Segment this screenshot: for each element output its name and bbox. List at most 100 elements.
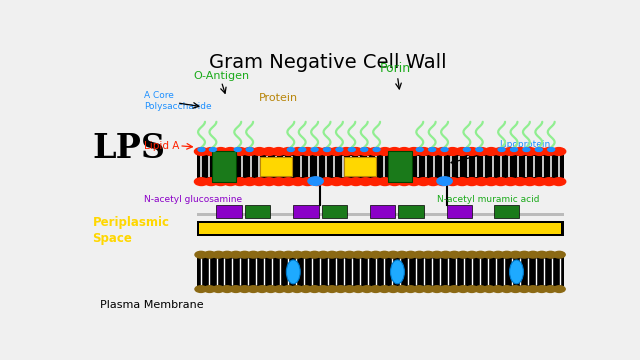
- Text: Lipoprotein: Lipoprotein: [499, 140, 550, 149]
- Circle shape: [339, 178, 353, 185]
- Circle shape: [396, 251, 408, 258]
- Circle shape: [440, 286, 452, 292]
- Circle shape: [256, 251, 268, 258]
- Bar: [196, 212, 564, 216]
- Circle shape: [287, 148, 294, 152]
- Circle shape: [422, 251, 434, 258]
- Circle shape: [378, 286, 390, 292]
- Circle shape: [378, 251, 390, 258]
- Circle shape: [542, 178, 556, 185]
- Circle shape: [483, 286, 495, 292]
- Circle shape: [274, 286, 285, 292]
- Bar: [260, 157, 292, 176]
- Circle shape: [378, 178, 392, 185]
- Circle shape: [548, 148, 555, 152]
- Circle shape: [368, 178, 382, 185]
- Circle shape: [397, 178, 411, 185]
- Circle shape: [484, 148, 498, 156]
- Circle shape: [449, 286, 460, 292]
- Circle shape: [373, 148, 380, 152]
- Bar: [370, 204, 396, 218]
- Circle shape: [330, 148, 344, 156]
- Circle shape: [494, 178, 508, 185]
- Circle shape: [545, 251, 556, 258]
- Circle shape: [308, 251, 321, 258]
- Circle shape: [475, 251, 486, 258]
- Circle shape: [407, 178, 421, 185]
- Circle shape: [536, 286, 548, 292]
- Circle shape: [465, 148, 479, 156]
- Circle shape: [299, 148, 306, 152]
- Circle shape: [509, 286, 522, 292]
- Circle shape: [370, 251, 381, 258]
- Circle shape: [553, 286, 565, 292]
- Circle shape: [212, 286, 225, 292]
- Circle shape: [300, 251, 312, 258]
- Circle shape: [221, 286, 233, 292]
- Circle shape: [361, 148, 367, 152]
- Circle shape: [437, 177, 452, 185]
- Circle shape: [246, 148, 253, 152]
- Circle shape: [248, 286, 259, 292]
- Circle shape: [204, 286, 216, 292]
- Circle shape: [501, 251, 513, 258]
- Circle shape: [504, 148, 517, 156]
- Circle shape: [426, 148, 440, 156]
- Circle shape: [195, 286, 207, 292]
- Circle shape: [308, 286, 321, 292]
- Circle shape: [441, 148, 448, 152]
- Circle shape: [416, 148, 423, 152]
- Bar: [212, 151, 236, 182]
- Circle shape: [440, 251, 452, 258]
- Circle shape: [195, 251, 207, 258]
- Circle shape: [431, 251, 443, 258]
- Circle shape: [532, 178, 547, 185]
- Circle shape: [523, 178, 537, 185]
- Circle shape: [291, 251, 303, 258]
- Circle shape: [335, 251, 347, 258]
- Text: N-acetyl glucosamine: N-acetyl glucosamine: [145, 195, 243, 204]
- Text: N-acetyl muramic acid: N-acetyl muramic acid: [437, 195, 540, 204]
- Circle shape: [198, 148, 205, 152]
- Circle shape: [301, 148, 315, 156]
- Circle shape: [397, 148, 411, 156]
- Circle shape: [466, 251, 478, 258]
- Circle shape: [339, 148, 353, 156]
- Circle shape: [214, 178, 228, 185]
- Text: Plasma Membrane: Plasma Membrane: [100, 300, 204, 310]
- Circle shape: [498, 148, 505, 152]
- Circle shape: [265, 286, 276, 292]
- Circle shape: [348, 148, 355, 152]
- Circle shape: [492, 286, 504, 292]
- Circle shape: [463, 148, 470, 152]
- Circle shape: [542, 148, 556, 156]
- Circle shape: [370, 286, 381, 292]
- Circle shape: [417, 148, 431, 156]
- Circle shape: [272, 148, 285, 156]
- Circle shape: [234, 148, 241, 152]
- Circle shape: [195, 178, 209, 185]
- Circle shape: [387, 251, 399, 258]
- Circle shape: [527, 286, 539, 292]
- Circle shape: [265, 251, 276, 258]
- Circle shape: [243, 148, 257, 156]
- Circle shape: [536, 251, 548, 258]
- Circle shape: [523, 148, 537, 156]
- Circle shape: [352, 286, 364, 292]
- Circle shape: [404, 251, 417, 258]
- Circle shape: [465, 178, 479, 185]
- Bar: [196, 147, 564, 186]
- Circle shape: [233, 178, 247, 185]
- Circle shape: [413, 286, 426, 292]
- Circle shape: [301, 178, 315, 185]
- Circle shape: [431, 286, 443, 292]
- Circle shape: [361, 251, 373, 258]
- Circle shape: [324, 148, 330, 152]
- Circle shape: [326, 251, 338, 258]
- Circle shape: [388, 148, 401, 156]
- Circle shape: [239, 286, 251, 292]
- Circle shape: [532, 148, 547, 156]
- Text: Protein: Protein: [259, 93, 298, 103]
- Circle shape: [484, 178, 498, 185]
- Text: A Core
Polysaccharide: A Core Polysaccharide: [145, 91, 212, 112]
